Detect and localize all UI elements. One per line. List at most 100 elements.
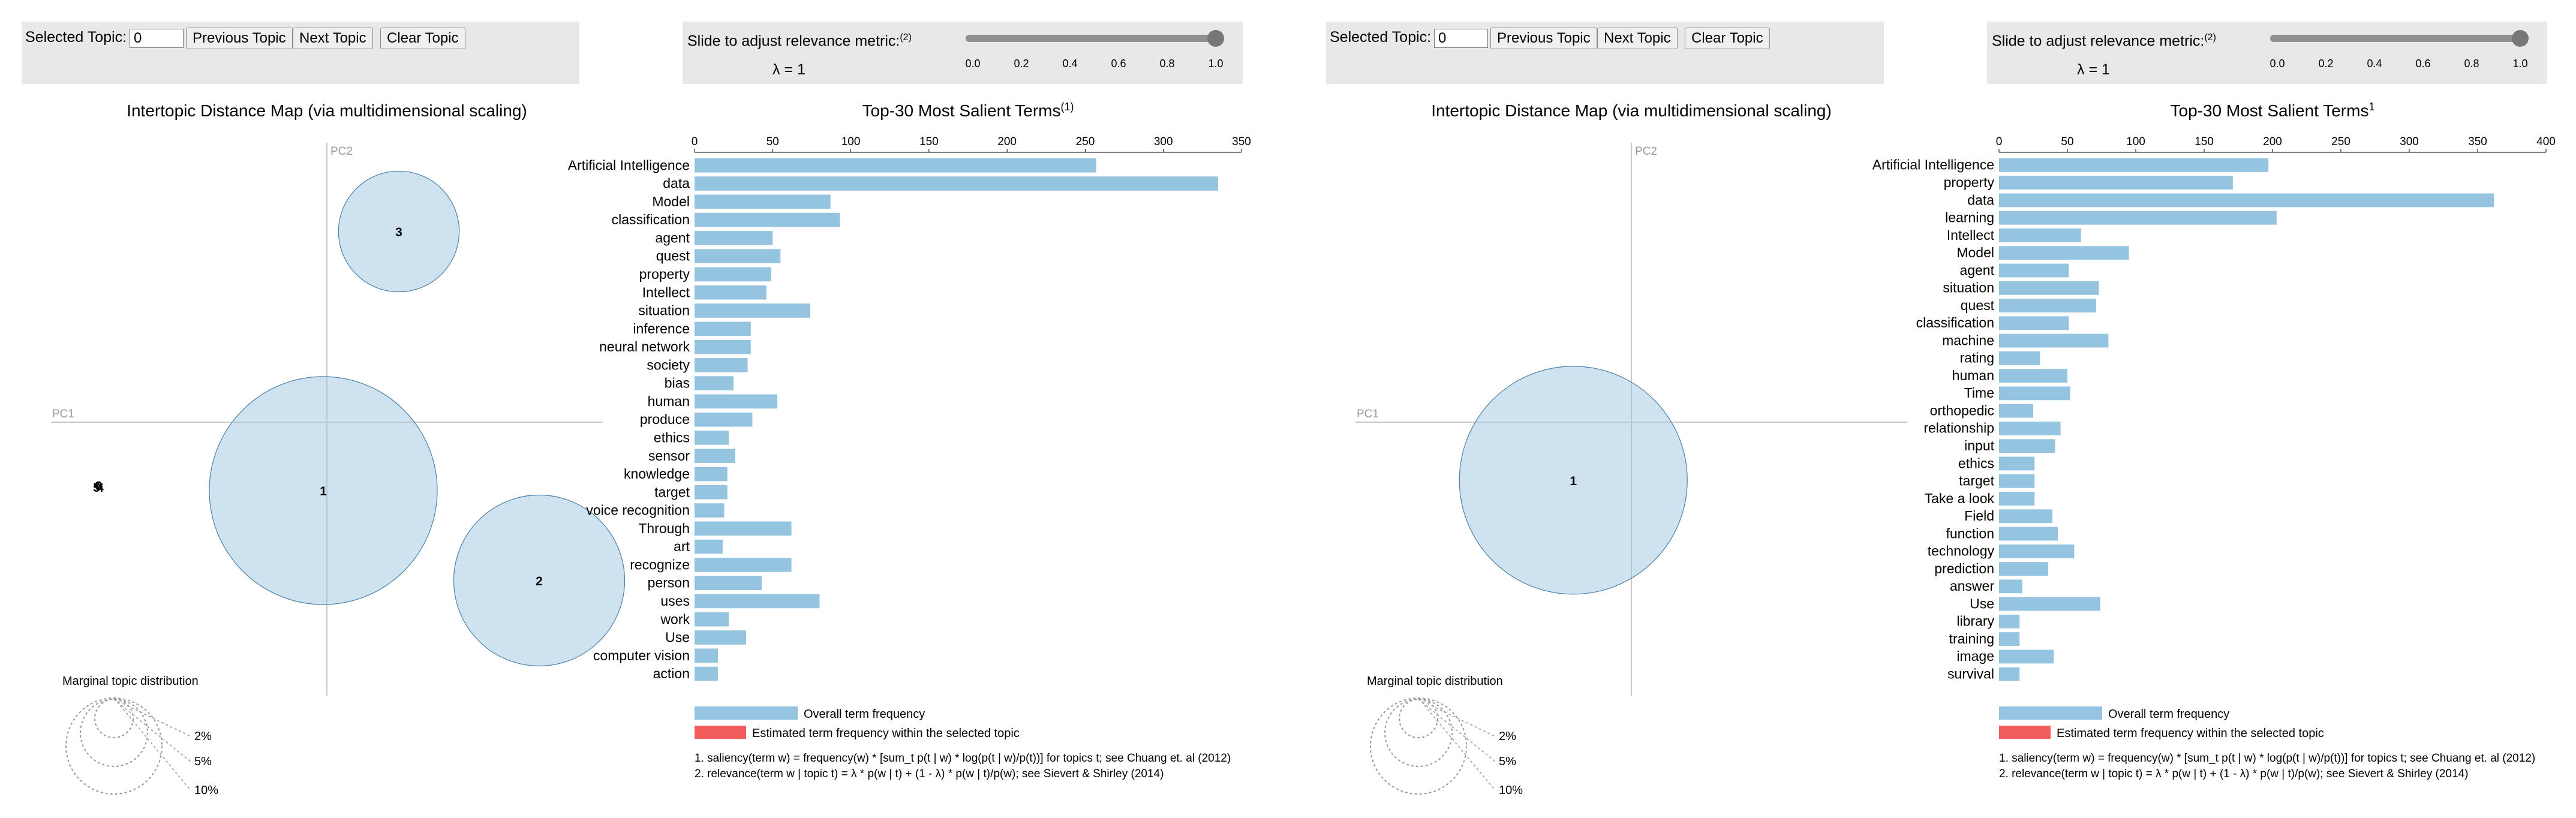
relevance-slider-track[interactable] [2270,35,2521,42]
term-bar[interactable] [695,412,753,427]
term-label[interactable]: person [648,575,690,591]
term-bar[interactable] [1999,281,2099,295]
term-bar[interactable] [695,303,810,318]
term-label[interactable]: prediction [1934,561,1994,576]
term-label[interactable]: Use [665,630,690,645]
term-bar[interactable] [1999,351,2040,365]
term-label[interactable]: uses [660,593,690,609]
term-bar[interactable] [695,285,767,300]
previous-topic-button[interactable]: Previous Topic [1490,28,1597,49]
term-label[interactable]: classification [1916,315,1994,330]
term-bar[interactable] [695,503,725,518]
clear-topic-button[interactable]: Clear Topic [380,28,465,49]
term-bar[interactable] [1999,492,2035,506]
term-bar[interactable] [695,630,746,645]
term-bar[interactable] [695,521,792,536]
term-bar[interactable] [695,267,771,282]
term-bar[interactable] [695,576,762,590]
term-bar[interactable] [695,648,719,663]
term-label[interactable]: target [654,484,690,500]
term-bar[interactable] [695,231,773,245]
term-bar[interactable] [695,194,831,209]
term-bar[interactable] [1999,632,2020,646]
term-label[interactable]: property [639,266,690,282]
term-label[interactable]: inference [633,321,690,336]
term-label[interactable]: agent [655,230,690,245]
topic-circle-3[interactable] [338,170,460,293]
term-label[interactable]: training [1949,631,1994,646]
term-bar[interactable] [695,449,735,464]
topic-label-6[interactable]: 6 [95,479,102,493]
term-label[interactable]: action [653,666,690,681]
term-bar[interactable] [1999,474,2035,488]
term-bar[interactable] [695,394,778,409]
term-label[interactable]: Artificial Intelligence [1872,157,1994,173]
term-bar[interactable] [695,376,734,390]
selected-topic-input[interactable] [1434,29,1488,48]
term-label[interactable]: learning [1945,210,1994,225]
next-topic-button[interactable]: Next Topic [293,28,373,49]
term-bar[interactable] [695,212,840,227]
term-label[interactable]: function [1946,525,1994,541]
term-bar[interactable] [695,431,729,445]
term-label[interactable]: Model [1956,245,1994,260]
term-label[interactable]: Use [1970,596,1994,611]
term-label[interactable]: answer [1950,578,1994,594]
relevance-slider-track[interactable] [966,35,1216,42]
term-label[interactable]: recognize [630,557,690,572]
selected-topic-input[interactable] [130,29,184,48]
term-bar[interactable] [1999,176,2233,190]
term-label[interactable]: data [1967,192,1994,207]
term-label[interactable]: produce [640,411,690,427]
term-bar[interactable] [695,176,1218,191]
term-label[interactable]: neural network [599,339,690,354]
term-bar[interactable] [1999,649,2054,664]
term-label[interactable]: work [660,611,690,627]
term-bar[interactable] [695,666,719,681]
term-bar[interactable] [1999,439,2055,453]
term-label[interactable]: society [647,357,690,372]
term-label[interactable]: human [648,393,690,409]
term-bar[interactable] [1999,246,2129,260]
term-label[interactable]: Intellect [1947,227,1995,243]
term-bar[interactable] [1999,386,2070,401]
term-bar[interactable] [695,358,748,372]
topic-circle-2[interactable] [453,494,626,667]
term-label[interactable]: bias [665,375,690,391]
term-label[interactable]: situation [638,303,690,318]
term-label[interactable]: quest [656,248,690,264]
topic-circle-1[interactable] [209,376,438,605]
term-bar[interactable] [1999,228,2081,242]
term-label[interactable]: rating [1959,350,1994,366]
topic-label-1[interactable]: 1 [320,485,327,498]
term-label[interactable]: Field [1964,508,1994,524]
topic-label-3[interactable]: 3 [395,225,402,239]
term-label[interactable]: relationship [1923,420,1994,436]
term-label[interactable]: Artificial Intelligence [568,157,690,173]
term-label[interactable]: knowledge [624,466,690,482]
term-label[interactable]: input [1964,438,1994,453]
term-bar[interactable] [1999,404,2033,418]
term-bar[interactable] [1999,579,2022,594]
term-label[interactable]: Take a look [1925,491,1995,506]
term-label[interactable]: classification [612,212,690,227]
term-bar[interactable] [1999,210,2277,225]
term-bar[interactable] [695,339,751,354]
term-bar[interactable] [1999,527,2058,541]
term-bar[interactable] [1999,597,2100,611]
term-bar[interactable] [695,158,1096,173]
term-label[interactable]: situation [1943,280,1994,296]
relevance-slider-thumb[interactable] [1207,30,1224,47]
term-label[interactable]: Through [638,521,690,536]
next-topic-button[interactable]: Next Topic [1597,28,1678,49]
term-label[interactable]: Intellect [642,284,690,300]
term-label[interactable]: computer vision [593,648,690,663]
term-label[interactable]: Model [652,194,690,209]
term-bar[interactable] [1999,158,2269,172]
term-bar[interactable] [1999,333,2109,348]
previous-topic-button[interactable]: Previous Topic [186,28,293,49]
term-bar[interactable] [1999,263,2069,278]
term-bar[interactable] [1999,544,2075,558]
term-label[interactable]: orthopedic [1930,402,1994,418]
term-bar[interactable] [695,558,792,572]
